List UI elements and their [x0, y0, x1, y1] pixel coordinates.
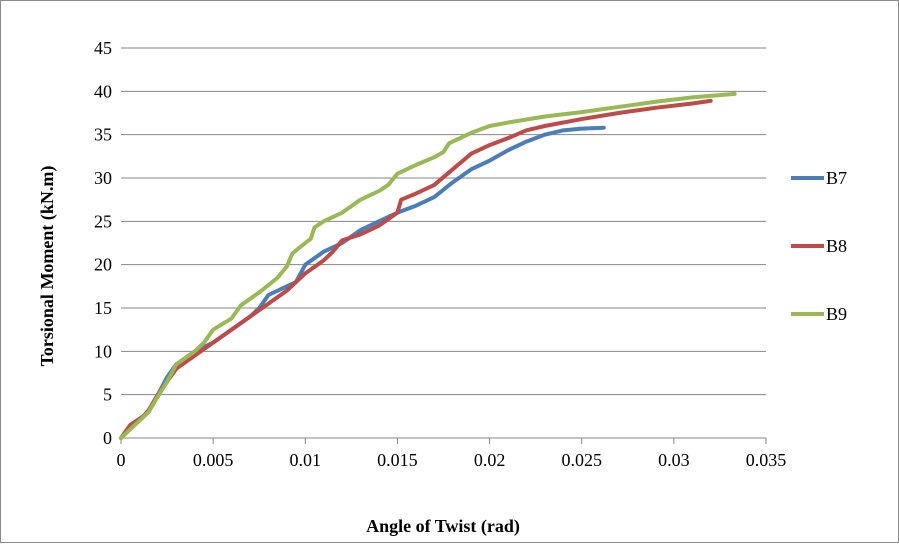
x-tick-label: 0.015 [377, 450, 418, 470]
x-tick-label: 0.005 [193, 450, 234, 470]
y-tick-label: 25 [94, 211, 112, 231]
x-tick-label: 0.025 [561, 450, 602, 470]
x-tick-labels: 0 0.005 0.01 0.015 0.02 0.025 0.03 0.035 [117, 450, 787, 470]
x-axis [120, 437, 767, 444]
y-tick-label: 5 [103, 385, 112, 405]
legend-label-b9: B9 [826, 304, 847, 324]
x-tick-label: 0.035 [746, 450, 787, 470]
y-tick-labels: 0 5 10 15 20 25 30 35 40 45 [94, 38, 112, 448]
series-line-b9 [119, 91, 737, 440]
y-tick-label: 0 [103, 428, 112, 448]
y-tick-label: 35 [94, 125, 112, 145]
y-tick-label: 15 [94, 298, 112, 318]
series-line-b8 [119, 98, 713, 440]
y-tick-label: 45 [94, 38, 112, 58]
x-axis-title: Angle of Twist (rad) [366, 516, 520, 537]
y-tick-label: 10 [94, 341, 112, 361]
legend: B7 B8 B9 [791, 168, 847, 324]
series-line-b7 [119, 125, 606, 440]
series-lines [119, 91, 737, 440]
legend-label-b7: B7 [826, 168, 847, 188]
x-tick-label: 0.02 [474, 450, 506, 470]
x-tick-label: 0 [117, 450, 126, 470]
y-axis-title: Torsional Moment (kN.m) [37, 166, 58, 367]
legend-label-b8: B8 [826, 236, 847, 256]
y-tick-label: 40 [94, 81, 112, 101]
x-tick-label: 0.03 [658, 450, 690, 470]
y-tick-label: 20 [94, 255, 112, 275]
x-tick-label: 0.01 [290, 450, 322, 470]
y-tick-label: 30 [94, 168, 112, 188]
